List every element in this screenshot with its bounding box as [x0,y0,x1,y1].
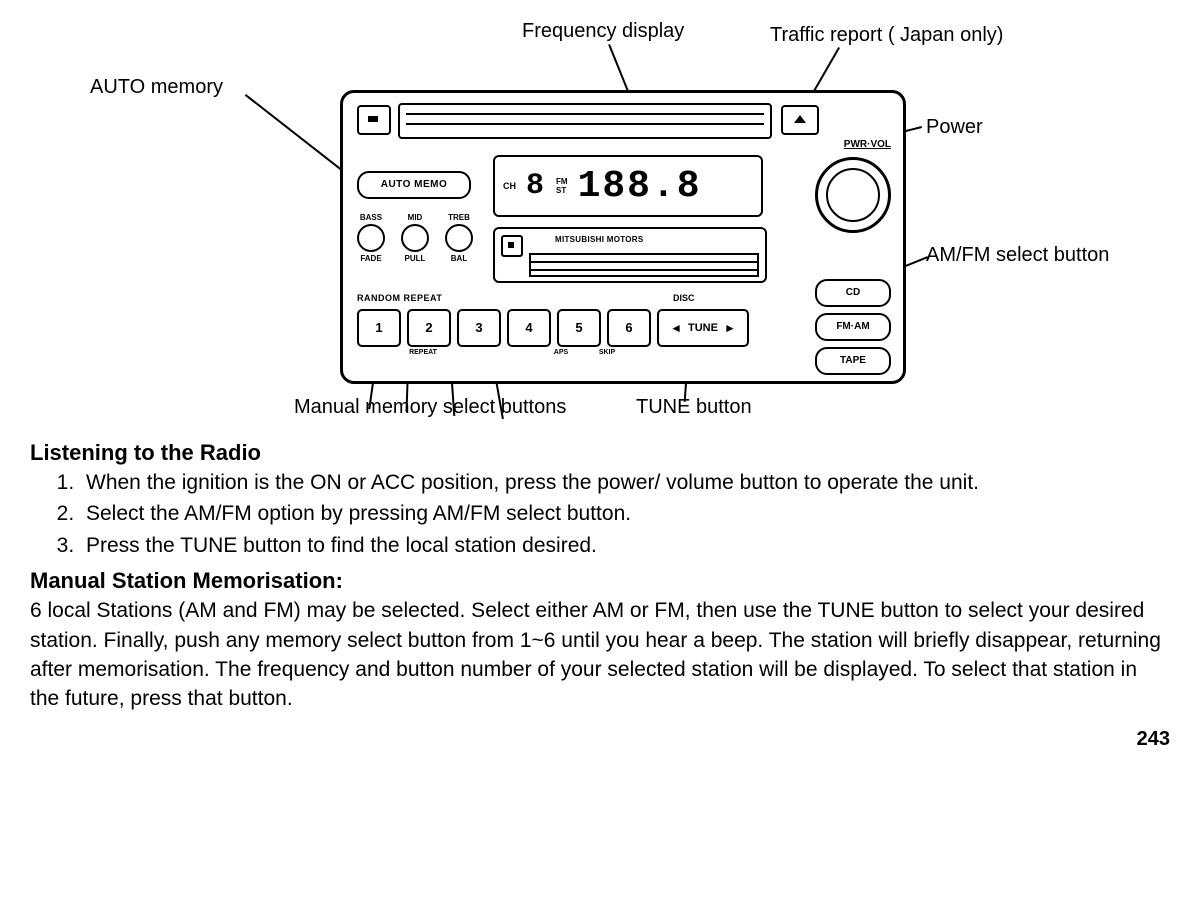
heading-listening: Listening to the Radio [30,440,1170,466]
bass-knob[interactable]: BASS FADE [357,213,385,263]
tape-button[interactable]: TAPE [815,347,891,375]
callout-manual-memory: Manual memory select buttons [294,396,566,419]
step-1: When the ignition is the ON or ACC posit… [80,468,1170,497]
eject-left-button[interactable] [357,105,391,135]
random-repeat-label: RANDOM REPEAT [357,293,442,303]
power-volume-knob[interactable] [815,157,891,233]
preset-2-button[interactable]: 2 [407,309,451,347]
page-number: 243 [30,728,1170,751]
preset-3-button[interactable]: 3 [457,309,501,347]
cassette-eject-button[interactable] [501,235,523,257]
disc-label: DISC [673,293,695,303]
auto-memo-button[interactable]: AUTO MEMO [357,171,471,199]
preset-row: 1 2 3 4 5 6 ◄ TUNE ► [357,309,749,347]
callout-traffic-report: Traffic report ( Japan only) [770,24,1003,47]
callout-amfm-select: AM/FM select button [926,244,1109,267]
preset-sublabels: REPEAT APS SKIP [357,349,627,356]
step-2: Select the AM/FM option by pressing AM/F… [80,499,1170,528]
callout-tune-button: TUNE button [636,396,752,419]
preset-5-button[interactable]: 5 [557,309,601,347]
treble-knob[interactable]: TREB BAL [445,213,473,263]
preset-4-button[interactable]: 4 [507,309,551,347]
cd-button[interactable]: CD [815,279,891,307]
tune-button[interactable]: ◄ TUNE ► [657,309,749,347]
callout-power: Power [926,116,983,139]
brand-label: MITSUBISHI MOTORS [555,235,755,244]
radio-diagram: Frequency display Traffic report ( Japan… [50,20,1150,420]
radio-unit: PWR·VOL AUTO MEMO CH 8 FMST 188.8 BASS F… [340,90,906,384]
lcd-frequency: 188.8 [578,165,702,208]
mid-knob[interactable]: MID PULL [401,213,429,263]
callout-auto-memory: AUTO memory [90,76,223,99]
heading-memorisation: Manual Station Memorisation: [30,568,1170,594]
preset-6-button[interactable]: 6 [607,309,651,347]
frequency-display: CH 8 FMST 188.8 [493,155,763,217]
memorisation-text: 6 local Stations (AM and FM) may be sele… [30,596,1170,714]
disc-slot [398,103,772,139]
listening-steps: When the ignition is the ON or ACC posit… [30,468,1170,560]
pwr-vol-label: PWR·VOL [844,139,891,150]
tune-right-icon: ► [724,321,736,335]
step-3: Press the TUNE button to find the local … [80,531,1170,560]
fm-am-button[interactable]: FM·AM [815,313,891,341]
lcd-ch-label: CH [503,181,516,191]
tune-label: TUNE [688,322,718,334]
preset-1-button[interactable]: 1 [357,309,401,347]
tune-left-icon: ◄ [670,321,682,335]
mode-buttons: CD FM·AM TAPE [815,279,891,375]
traffic-report-button[interactable] [781,105,819,135]
lcd-channel: 8 [526,169,546,203]
cassette-deck: MITSUBISHI MOTORS [493,227,767,283]
lcd-indicators: FMST [556,177,568,195]
tone-controls: BASS FADE MID PULL TREB BAL [357,213,473,263]
callout-frequency-display: Frequency display [522,20,684,43]
